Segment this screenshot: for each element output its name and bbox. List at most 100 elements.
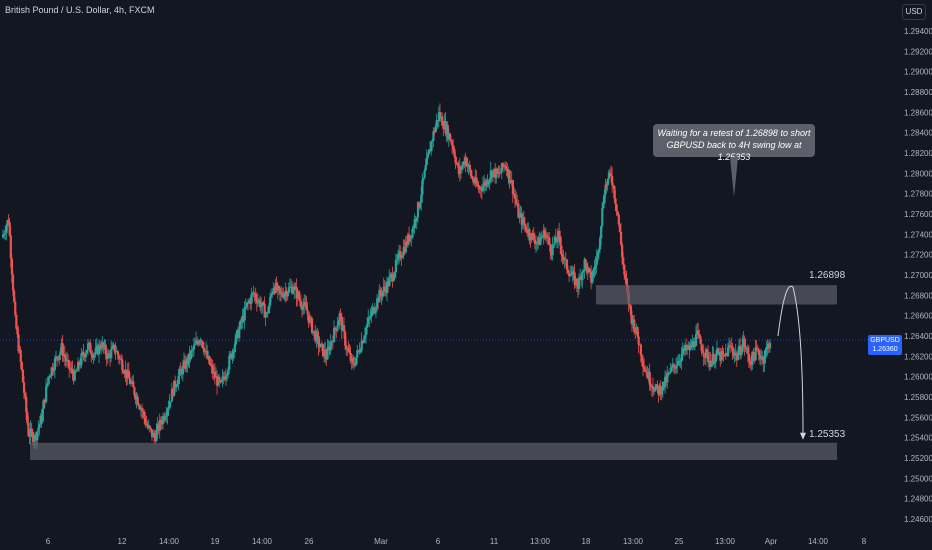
candle-body: [371, 307, 374, 312]
candle-body: [670, 367, 673, 369]
candle-body: [619, 231, 623, 245]
candle-body: [59, 351, 62, 355]
candle-body: [74, 370, 78, 372]
candle-body: [163, 416, 166, 420]
currency-selector[interactable]: USD: [902, 4, 926, 20]
candle-body: [110, 349, 113, 358]
candle-body: [303, 301, 306, 306]
candle-body: [431, 140, 434, 142]
candle-body: [625, 277, 628, 286]
candle-body: [165, 415, 168, 418]
candle-body: [638, 344, 641, 346]
candle-body: [508, 169, 511, 183]
candle-body: [643, 366, 646, 370]
candle-body: [406, 234, 410, 245]
candle-body: [446, 124, 449, 139]
candle-body: [357, 350, 360, 352]
candle-body: [90, 352, 93, 355]
price-axis[interactable]: 1.29400 1.29200 1.29000 1.28800 1.28600 1.284…: [904, 27, 932, 524]
candle-body: [302, 305, 305, 310]
candle-body: [58, 354, 61, 360]
candle-body: [758, 354, 762, 360]
time-tick-label: 11: [490, 537, 499, 546]
candle-body: [415, 217, 418, 222]
candle-body: [615, 204, 618, 212]
candle-body: [178, 368, 181, 376]
candle-body: [687, 345, 690, 348]
time-axis[interactable]: 6 12 14:00 19 14:00 26 Mar 6 11 13:00 18 13:00 25 13:…: [46, 537, 867, 546]
candle-body: [500, 163, 503, 172]
candle-body: [308, 317, 311, 323]
candle-body: [242, 315, 245, 321]
candle-body: [463, 161, 466, 165]
candle-body: [84, 353, 87, 358]
candle-body: [636, 327, 639, 337]
candle-body: [109, 353, 112, 358]
candle-body: [386, 281, 389, 294]
candle-body: [574, 278, 577, 285]
candle-body: [443, 120, 446, 129]
candle-body: [450, 140, 453, 142]
candle-body: [381, 291, 384, 297]
candle-body: [260, 305, 263, 308]
candle-body: [34, 434, 37, 441]
price-tick-label: 1.26000: [904, 373, 932, 382]
candle-body: [335, 329, 338, 331]
candle-body: [491, 170, 495, 178]
candle-body: [617, 214, 620, 225]
candle-body: [317, 336, 320, 347]
candle-body: [566, 269, 570, 273]
candle-body: [159, 420, 162, 424]
candle-body: [537, 237, 540, 242]
candle-body: [266, 312, 270, 314]
candle-body: [728, 345, 731, 348]
candle-body: [192, 345, 196, 350]
candle-body: [241, 315, 244, 323]
candle-body: [709, 360, 712, 368]
candle-body: [629, 305, 633, 316]
candle-body: [591, 277, 594, 283]
candle-body: [320, 343, 324, 345]
candle-body: [98, 344, 101, 355]
candle-body: [457, 164, 460, 175]
candle-body: [223, 378, 226, 380]
candle-body: [145, 423, 148, 425]
candle-body: [402, 247, 405, 256]
candle-body: [729, 345, 732, 347]
price-tick-label: 1.26800: [904, 291, 932, 300]
candle-body: [297, 292, 300, 299]
candle-body: [538, 237, 541, 245]
candle-body: [424, 164, 427, 171]
time-tick-label: Mar: [374, 537, 388, 546]
candle-body: [495, 168, 498, 178]
candle-body: [221, 376, 224, 381]
candle-body: [70, 368, 73, 370]
candle-body: [602, 203, 605, 209]
candle-body: [13, 290, 16, 302]
candle-body: [564, 259, 567, 261]
candle-body: [164, 417, 167, 420]
candle-body: [704, 349, 708, 358]
candle-body: [153, 433, 156, 438]
candle-body: [501, 163, 505, 167]
candle-body: [576, 285, 580, 289]
candle-body: [430, 141, 433, 152]
candle-body: [768, 342, 772, 349]
candle-body: [455, 162, 458, 164]
candle-body: [143, 411, 146, 418]
candle-body: [633, 319, 636, 332]
candle-body: [476, 184, 479, 186]
candle-body: [717, 348, 720, 355]
time-tick-label: 13:00: [715, 537, 736, 546]
candle-body: [587, 267, 591, 270]
candle-body: [295, 286, 298, 299]
candle-body: [596, 252, 599, 258]
candle-body: [3, 234, 6, 236]
candle-body: [234, 334, 238, 345]
candle-body: [116, 351, 119, 356]
candle-body: [389, 275, 392, 278]
candle-body: [323, 349, 326, 357]
candle-body: [319, 343, 322, 348]
candle-body: [569, 274, 572, 277]
